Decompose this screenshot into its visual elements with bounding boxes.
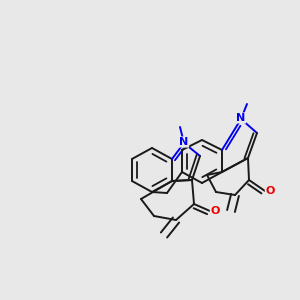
Text: N: N xyxy=(236,113,246,123)
Text: O: O xyxy=(210,206,220,216)
Text: O: O xyxy=(265,186,275,196)
Text: N: N xyxy=(179,137,189,147)
